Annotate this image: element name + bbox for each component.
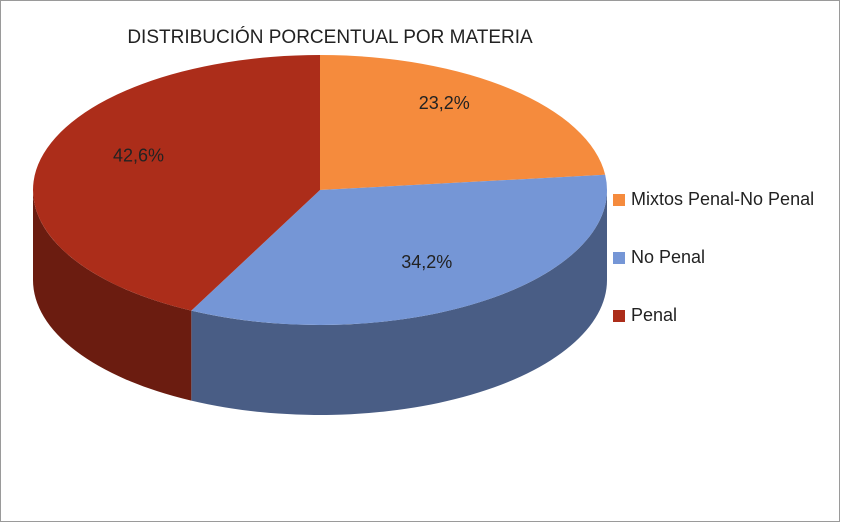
data-label: 23,2% (419, 93, 470, 113)
legend-label: Penal (631, 305, 677, 325)
data-label: 34,2% (401, 252, 452, 272)
slice-side (33, 190, 192, 401)
slice-side (191, 190, 607, 415)
legend-label: Mixtos Penal-No Penal (631, 189, 814, 209)
legend-swatch (613, 252, 625, 264)
legend-swatch (613, 310, 625, 322)
slice (320, 55, 606, 190)
chart-title: DISTRIBUCIÓN PORCENTUAL POR MATERIA (127, 26, 533, 48)
slice (32, 55, 320, 311)
legend-swatch (613, 194, 625, 206)
slice (191, 174, 607, 326)
data-label: 42,6% (113, 145, 164, 165)
legend-label: No Penal (631, 247, 705, 267)
